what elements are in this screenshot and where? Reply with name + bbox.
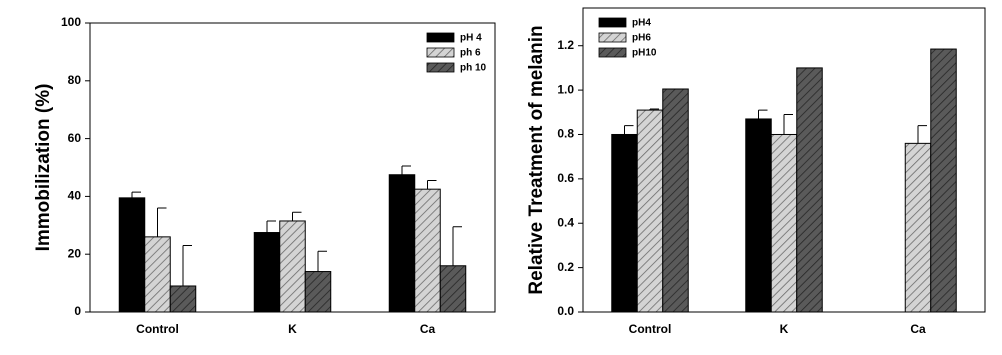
bar <box>930 48 957 313</box>
legend-text: pH4 <box>632 18 651 29</box>
y-axis-title: Immobilization (%) <box>33 84 54 252</box>
bar <box>169 285 197 313</box>
legend-swatch <box>598 32 627 43</box>
y-tick-label: 40 <box>68 189 82 203</box>
y-tick-label: 1.2 <box>557 38 574 52</box>
y-tick-label: 0.4 <box>557 215 574 229</box>
error-bar <box>624 125 634 135</box>
error-bar <box>649 108 659 111</box>
y-tick-label: 80 <box>68 73 82 87</box>
y-tick-label: 0.0 <box>557 304 574 318</box>
legend-text: ph 10 <box>460 63 487 74</box>
y-tick-label: 0.6 <box>557 171 574 185</box>
bar <box>662 88 689 313</box>
bar <box>611 133 638 313</box>
legend-text: ph 6 <box>460 48 481 59</box>
y-tick-label: 1.0 <box>557 82 574 96</box>
error-bar <box>266 220 276 233</box>
bar <box>388 174 416 313</box>
x-tick-label: Ca <box>910 322 926 336</box>
y-axis-title: Relative Treatment of melanin <box>526 25 547 294</box>
legend-swatch <box>426 32 455 43</box>
legend-swatch <box>598 47 627 58</box>
x-tick-label: Control <box>629 322 672 336</box>
legend-text: pH6 <box>632 33 651 44</box>
y-tick-label: 100 <box>61 15 81 29</box>
bar <box>253 232 281 313</box>
bar <box>439 265 467 313</box>
y-tick-label: 0 <box>74 304 81 318</box>
error-bar <box>131 191 141 198</box>
bar <box>304 271 332 313</box>
error-bar <box>292 211 302 221</box>
error-bar <box>758 109 768 119</box>
bar <box>118 197 146 313</box>
y-tick-label: 60 <box>68 131 82 145</box>
bar <box>770 133 798 313</box>
legend-swatch <box>426 47 455 58</box>
error-bar <box>783 114 793 135</box>
x-tick-label: Ca <box>420 322 436 336</box>
y-tick-label: 0.8 <box>557 127 574 141</box>
error-bar <box>917 125 927 144</box>
x-tick-label: Control <box>136 322 179 336</box>
error-bar <box>452 226 462 266</box>
x-tick-label: K <box>288 322 297 336</box>
bar <box>414 188 441 313</box>
legend-swatch <box>426 62 455 73</box>
legend-text: pH10 <box>632 48 657 59</box>
x-tick-label: K <box>780 322 789 336</box>
legend-swatch <box>598 17 627 28</box>
error-bar <box>157 207 167 237</box>
y-tick-label: 0.2 <box>557 260 574 274</box>
bar <box>144 236 171 313</box>
bar <box>904 142 932 313</box>
error-bar <box>317 250 327 272</box>
error-bar <box>401 165 411 175</box>
bar <box>279 220 306 313</box>
error-bar <box>427 180 437 190</box>
bar <box>636 109 664 313</box>
bar <box>745 118 772 313</box>
bar <box>796 67 823 313</box>
legend-text: pH 4 <box>460 33 482 44</box>
y-tick-label: 20 <box>68 246 82 260</box>
error-bar <box>182 245 192 286</box>
